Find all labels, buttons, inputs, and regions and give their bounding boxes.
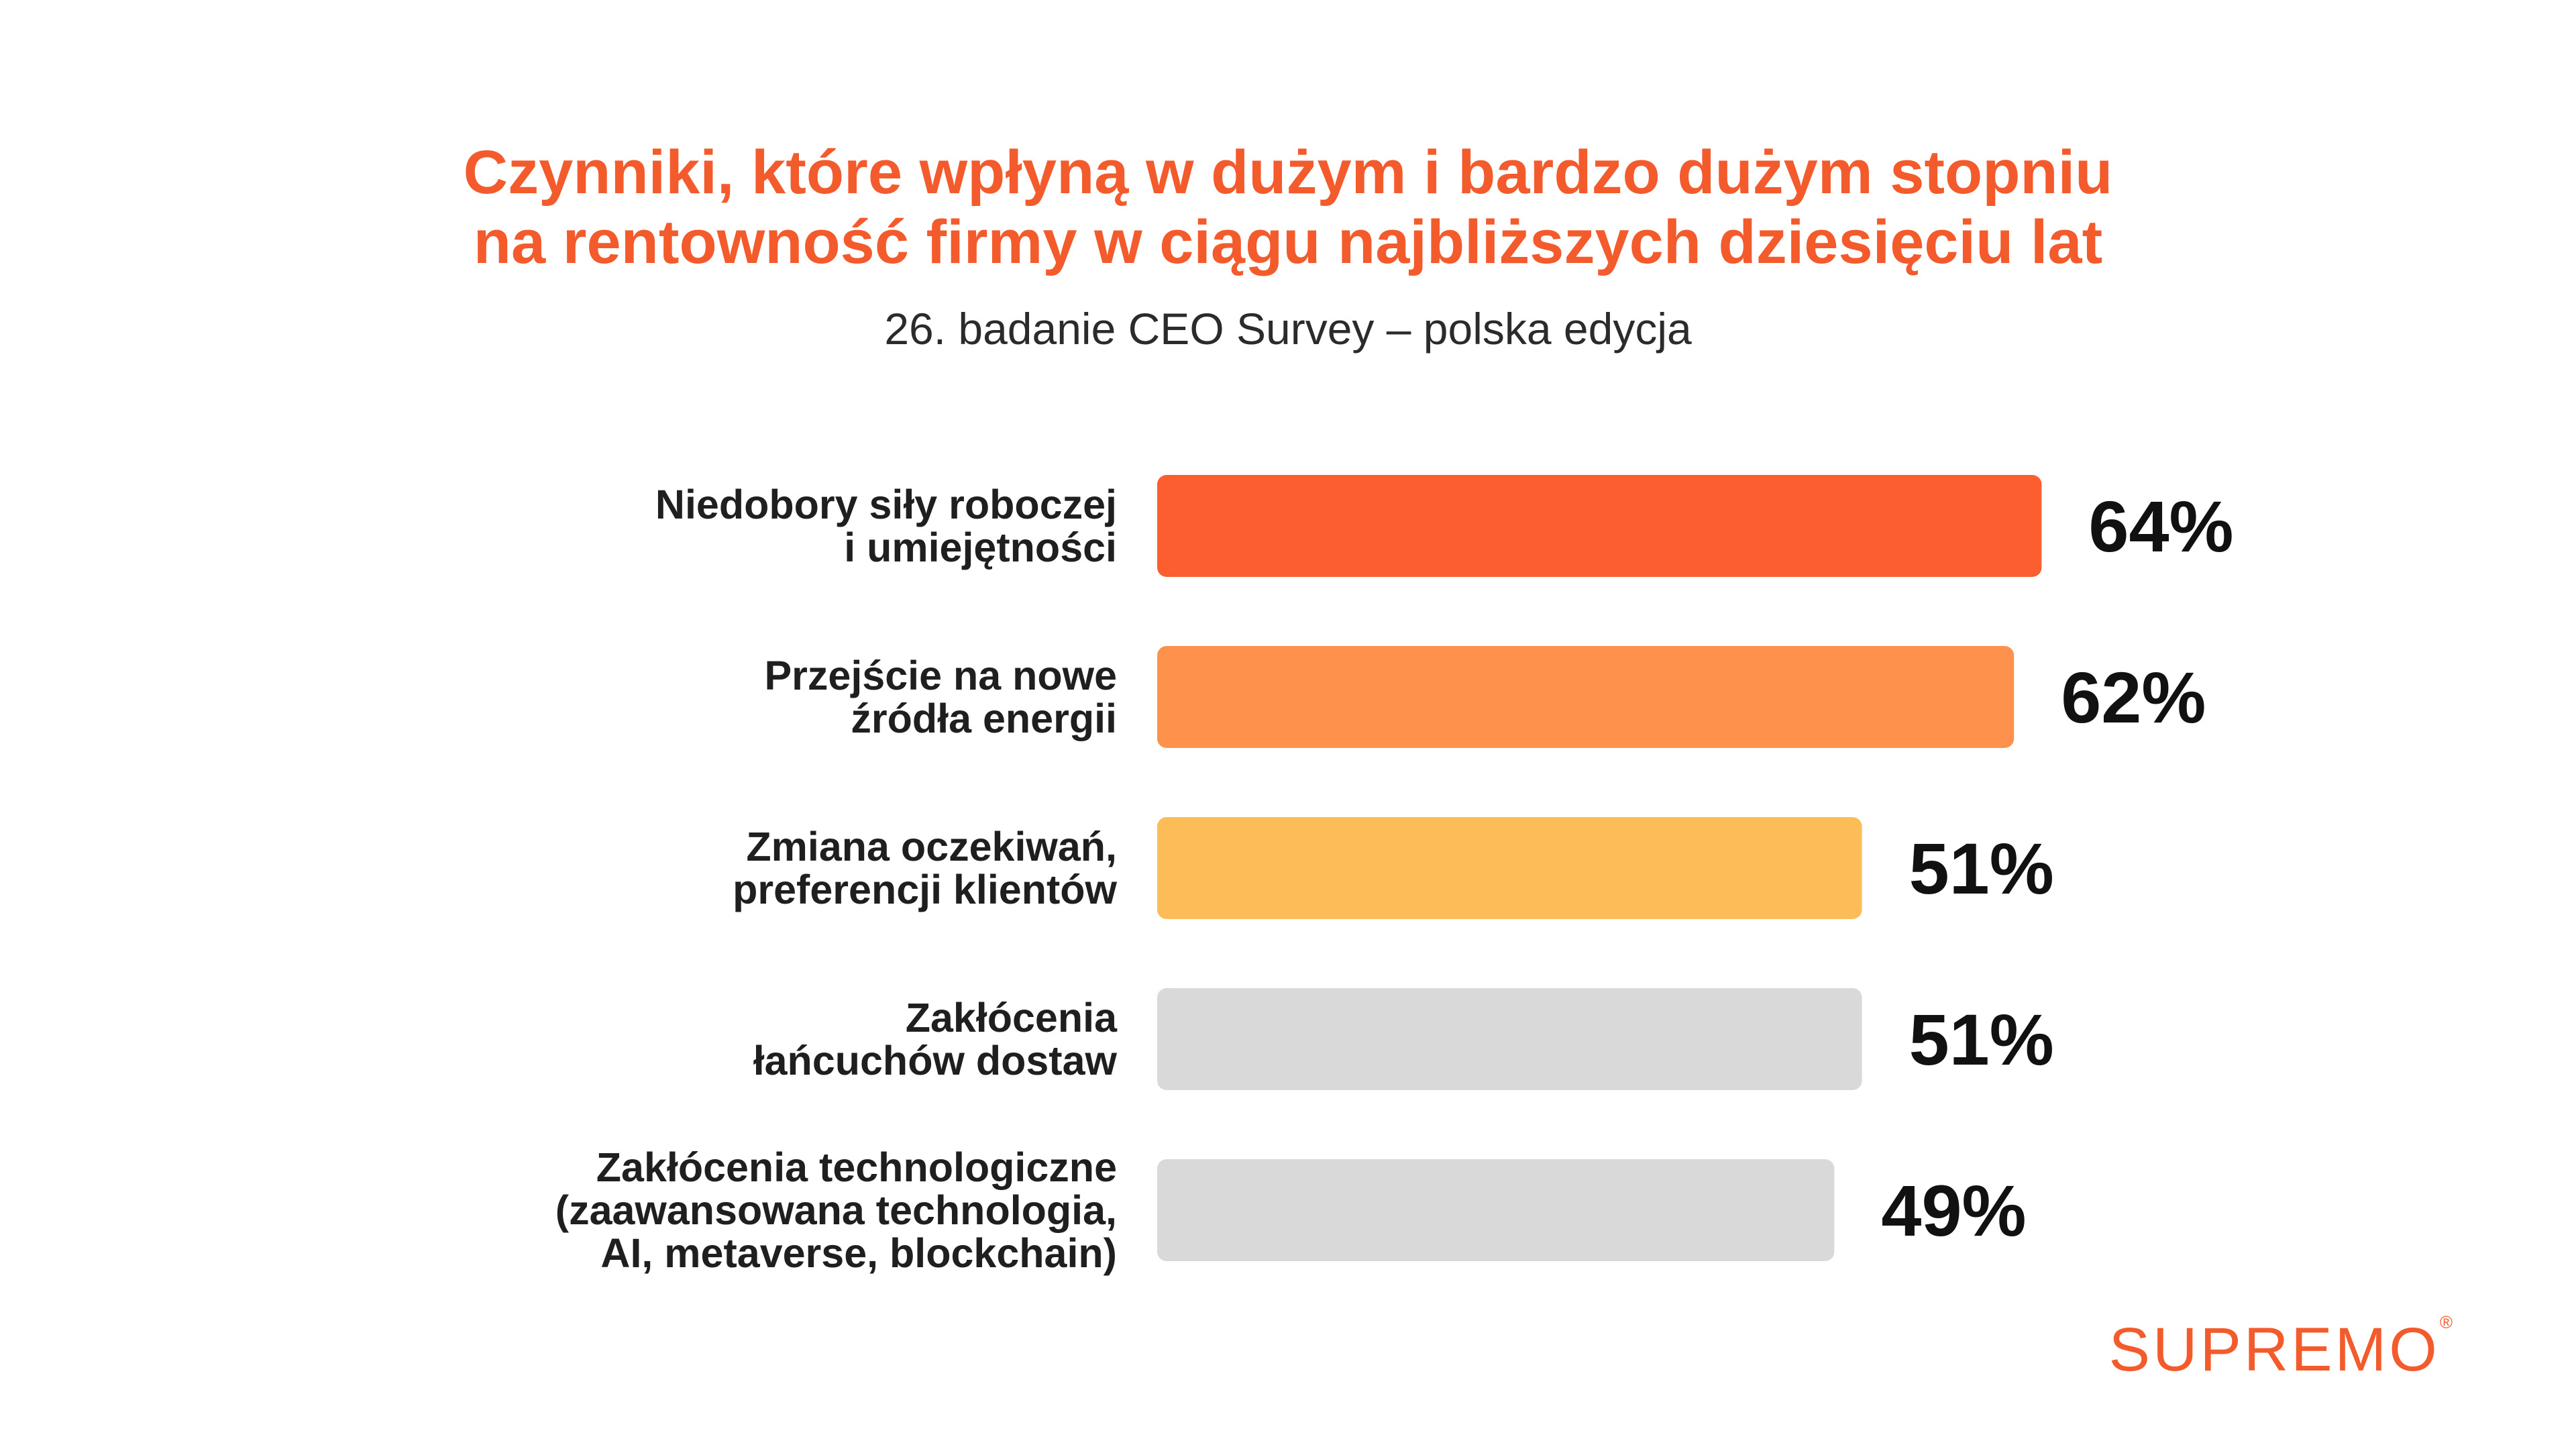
- category-label-line: (zaawansowana technologia,: [555, 1187, 1117, 1233]
- bar-2: [1157, 646, 2015, 748]
- supremo-logo: SUPREMO®: [2108, 1312, 2455, 1385]
- category-label-line: Niedobory siły roboczej: [655, 482, 1117, 527]
- category-label-5: Zakłócenia technologiczne (zaawansowana t…: [555, 1144, 1117, 1276]
- value-label-4: 51%: [1909, 999, 2054, 1080]
- category-label-line: Zakłócenia: [906, 995, 1118, 1040]
- value-label-1: 64%: [2088, 486, 2233, 567]
- category-label-line: preferencji klientów: [733, 867, 1117, 912]
- chart-title: Czynniki, które wpłyną w dużym i bardzo …: [0, 138, 2576, 277]
- registered-mark: ®: [2439, 1312, 2455, 1332]
- category-label-line: AI, metaverse, blockchain): [600, 1230, 1117, 1276]
- value-label-3: 51%: [1909, 828, 2054, 909]
- category-label-line: Zmiana oczekiwań,: [746, 824, 1117, 869]
- category-label-2: Przejście na nowe źródła energii: [765, 653, 1118, 741]
- category-label-line: łańcuchów dostaw: [753, 1038, 1118, 1083]
- category-label-3: Zmiana oczekiwań, preferencji klientów: [733, 824, 1117, 912]
- category-label-line: Zakłócenia technologiczne: [596, 1144, 1117, 1190]
- chart-title-line-1: Czynniki, które wpłyną w dużym i bardzo …: [463, 138, 2113, 207]
- category-label-line: Przejście na nowe: [765, 653, 1118, 698]
- bar-1: [1157, 475, 2042, 577]
- category-label-line: źródła energii: [851, 696, 1117, 741]
- chart-title-line-2: na rentowność firmy w ciągu najbliższych…: [473, 208, 2103, 276]
- category-label-line: i umiejętności: [844, 525, 1117, 570]
- chart-subtitle: 26. badanie CEO Survey – polska edycja: [884, 304, 1692, 354]
- bar-3: [1157, 817, 1862, 919]
- bar-4: [1157, 988, 1862, 1090]
- category-label-1: Niedobory siły roboczej i umiejętności: [655, 482, 1117, 570]
- logo-text: SUPREMO: [2108, 1316, 2440, 1384]
- value-label-2: 62%: [2061, 657, 2206, 738]
- category-label-4: Zakłócenia łańcuchów dostaw: [753, 995, 1118, 1083]
- bar-5: [1157, 1159, 1835, 1261]
- value-label-5: 49%: [1881, 1170, 2026, 1251]
